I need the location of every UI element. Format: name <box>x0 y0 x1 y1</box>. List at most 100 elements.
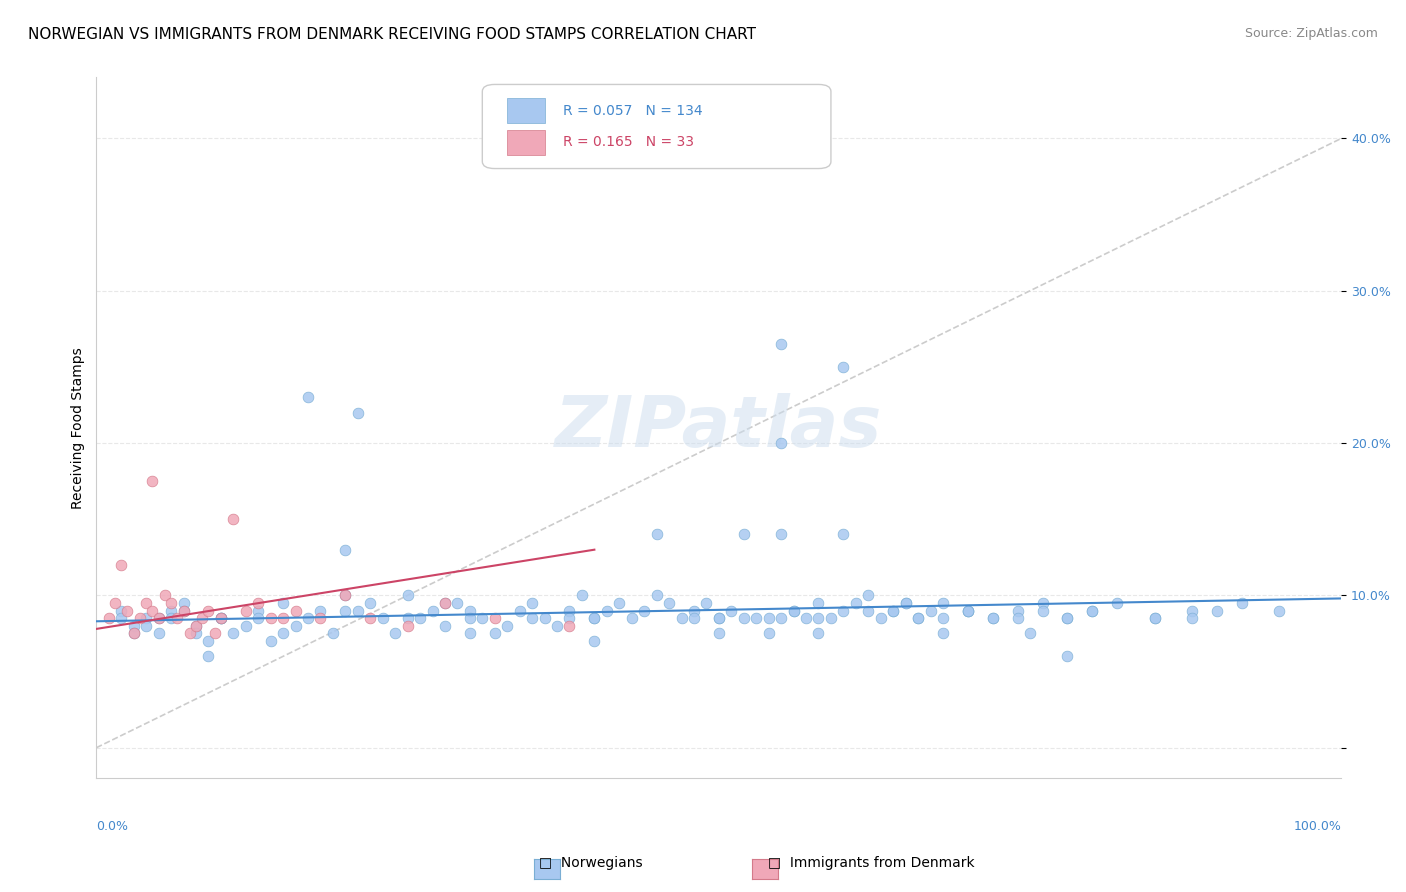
Point <box>247 611 270 625</box>
Point <box>794 611 817 625</box>
Point <box>197 604 219 618</box>
Point <box>260 634 283 648</box>
Point <box>197 649 219 664</box>
Point <box>1143 611 1166 625</box>
Point <box>707 611 730 625</box>
Point <box>1181 611 1204 625</box>
Point <box>683 611 706 625</box>
Point <box>104 596 127 610</box>
Point <box>1056 611 1078 625</box>
Point <box>271 596 294 610</box>
Point <box>683 604 706 618</box>
Point <box>433 596 456 610</box>
Point <box>832 527 855 541</box>
Point <box>496 619 519 633</box>
Point <box>160 604 183 618</box>
Point <box>110 604 132 618</box>
Point <box>396 588 419 602</box>
Point <box>209 611 232 625</box>
Point <box>160 611 183 625</box>
Point <box>882 604 904 618</box>
Point <box>770 611 793 625</box>
Point <box>422 604 444 618</box>
Point <box>166 611 188 625</box>
Point <box>645 588 668 602</box>
Point <box>122 626 145 640</box>
Point <box>191 611 214 625</box>
Point <box>720 604 742 618</box>
Point <box>297 390 319 404</box>
Point <box>97 611 120 625</box>
Point <box>782 604 804 618</box>
Point <box>907 611 929 625</box>
Point <box>179 626 201 640</box>
Point <box>396 619 419 633</box>
Point <box>260 611 283 625</box>
Point <box>396 611 419 625</box>
Point <box>981 611 1004 625</box>
Point <box>907 611 929 625</box>
Point <box>458 611 481 625</box>
Point <box>1206 604 1229 618</box>
Point <box>558 619 581 633</box>
Y-axis label: Receiving Food Stamps: Receiving Food Stamps <box>72 347 86 508</box>
Point <box>110 611 132 625</box>
Point <box>117 604 139 618</box>
Point <box>153 588 176 602</box>
Point <box>173 596 195 610</box>
Point <box>920 604 942 618</box>
Text: □  Immigrants from Denmark: □ Immigrants from Denmark <box>769 855 974 870</box>
Text: NORWEGIAN VS IMMIGRANTS FROM DENMARK RECEIVING FOOD STAMPS CORRELATION CHART: NORWEGIAN VS IMMIGRANTS FROM DENMARK REC… <box>28 27 756 42</box>
Point <box>135 611 157 625</box>
Point <box>271 626 294 640</box>
Point <box>645 527 668 541</box>
Point <box>309 604 332 618</box>
Point <box>745 611 768 625</box>
Point <box>297 611 319 625</box>
Point <box>409 611 432 625</box>
Point <box>173 604 195 618</box>
Point <box>758 626 780 640</box>
Point <box>807 626 830 640</box>
Point <box>335 588 357 602</box>
Point <box>932 596 955 610</box>
Point <box>484 626 506 640</box>
Point <box>546 619 568 633</box>
Point <box>433 596 456 610</box>
Point <box>384 626 406 640</box>
Point <box>558 604 581 618</box>
Point <box>335 588 357 602</box>
FancyBboxPatch shape <box>508 98 544 123</box>
Point <box>658 596 681 610</box>
Point <box>707 611 730 625</box>
Point <box>571 588 593 602</box>
Point <box>148 611 170 625</box>
Point <box>235 619 257 633</box>
Point <box>458 604 481 618</box>
Point <box>222 626 245 640</box>
Point <box>520 596 543 610</box>
Point <box>222 512 245 526</box>
Point <box>359 596 381 610</box>
Point <box>1032 604 1054 618</box>
Point <box>558 611 581 625</box>
Point <box>858 588 880 602</box>
Point <box>869 611 891 625</box>
Point <box>932 611 955 625</box>
Point <box>633 604 655 618</box>
Point <box>882 604 904 618</box>
Text: 100.0%: 100.0% <box>1294 821 1341 833</box>
Point <box>141 604 163 618</box>
Point <box>956 604 979 618</box>
Point <box>135 596 157 610</box>
Point <box>346 604 368 618</box>
Point <box>832 604 855 618</box>
Point <box>284 619 307 633</box>
Point <box>335 542 357 557</box>
Point <box>596 604 619 618</box>
Point <box>1143 611 1166 625</box>
FancyBboxPatch shape <box>482 85 831 169</box>
Point <box>371 611 394 625</box>
Point <box>956 604 979 618</box>
Point <box>956 604 979 618</box>
